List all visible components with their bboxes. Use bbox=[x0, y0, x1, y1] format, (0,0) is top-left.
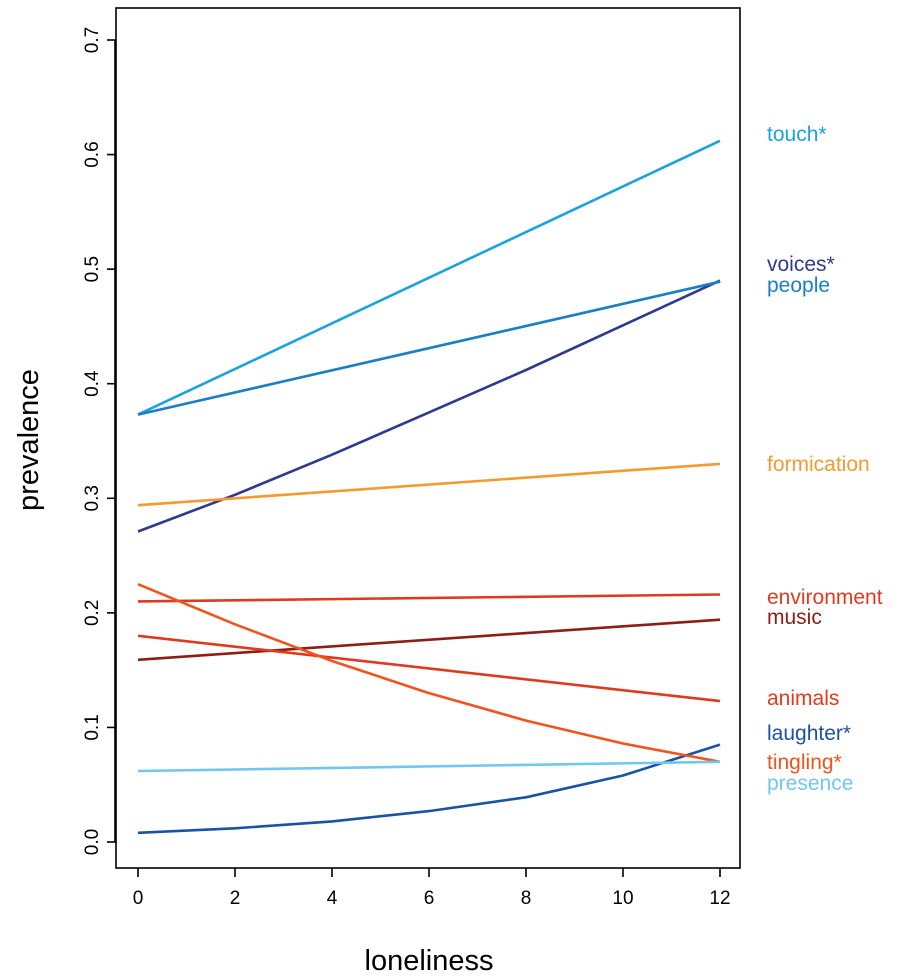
series-label-voices: voices* bbox=[767, 253, 835, 276]
y-tick-label: 0.1 bbox=[82, 714, 103, 740]
series-labels: touch* voices*people formication environmen… bbox=[767, 123, 883, 795]
x-axis-title: loneliness bbox=[365, 945, 494, 976]
series-label-formication: formication bbox=[767, 453, 870, 476]
x-tick-label: 10 bbox=[612, 888, 633, 909]
y-axis-title: prevalence bbox=[13, 369, 45, 511]
x-axis: 0 2 4 6 8 10 12 bbox=[133, 868, 731, 909]
series-line-environment bbox=[137, 593, 721, 603]
series-label-tingling: tingling* bbox=[767, 751, 842, 774]
series-line-formication bbox=[137, 462, 721, 507]
x-tick-label: 2 bbox=[230, 888, 241, 909]
y-tick-label: 0.0 bbox=[82, 829, 103, 855]
series-line-music bbox=[137, 618, 721, 662]
x-tick-label: 6 bbox=[424, 888, 435, 909]
series-line-presence bbox=[137, 760, 721, 773]
x-tick-label: 4 bbox=[327, 888, 338, 909]
series-line-touch bbox=[137, 139, 721, 416]
x-tick-label: 12 bbox=[709, 888, 730, 909]
series-label-music: music bbox=[767, 606, 822, 629]
x-tick-label: 0 bbox=[133, 888, 144, 909]
y-tick-label: 0.2 bbox=[82, 600, 103, 626]
y-tick-label: 0.4 bbox=[82, 370, 103, 397]
series-line-animals bbox=[137, 634, 721, 703]
plot-frame bbox=[115, 7, 741, 869]
series-label-presence: presence bbox=[767, 772, 853, 795]
series-line-people bbox=[137, 280, 721, 416]
y-tick-label: 0.5 bbox=[82, 256, 103, 282]
series-label-laughter: laughter* bbox=[767, 722, 851, 745]
series-label-touch: touch* bbox=[767, 123, 827, 146]
series-line-laughter bbox=[137, 743, 721, 835]
y-tick-label: 0.6 bbox=[82, 141, 103, 167]
series-label-environment: environment bbox=[767, 586, 883, 609]
y-tick-label: 0.3 bbox=[82, 485, 103, 511]
x-tick-label: 8 bbox=[521, 888, 532, 909]
series-label-animals: animals bbox=[767, 687, 839, 710]
y-tick-label: 0.7 bbox=[82, 27, 103, 53]
series-label-people: people bbox=[767, 274, 830, 297]
series-line-voices bbox=[137, 279, 721, 533]
series-line-tingling bbox=[137, 582, 721, 764]
series-lines bbox=[137, 139, 721, 835]
y-axis: 0.0 0.1 0.2 0.3 0.4 0.5 0.6 0.7 bbox=[82, 27, 116, 855]
